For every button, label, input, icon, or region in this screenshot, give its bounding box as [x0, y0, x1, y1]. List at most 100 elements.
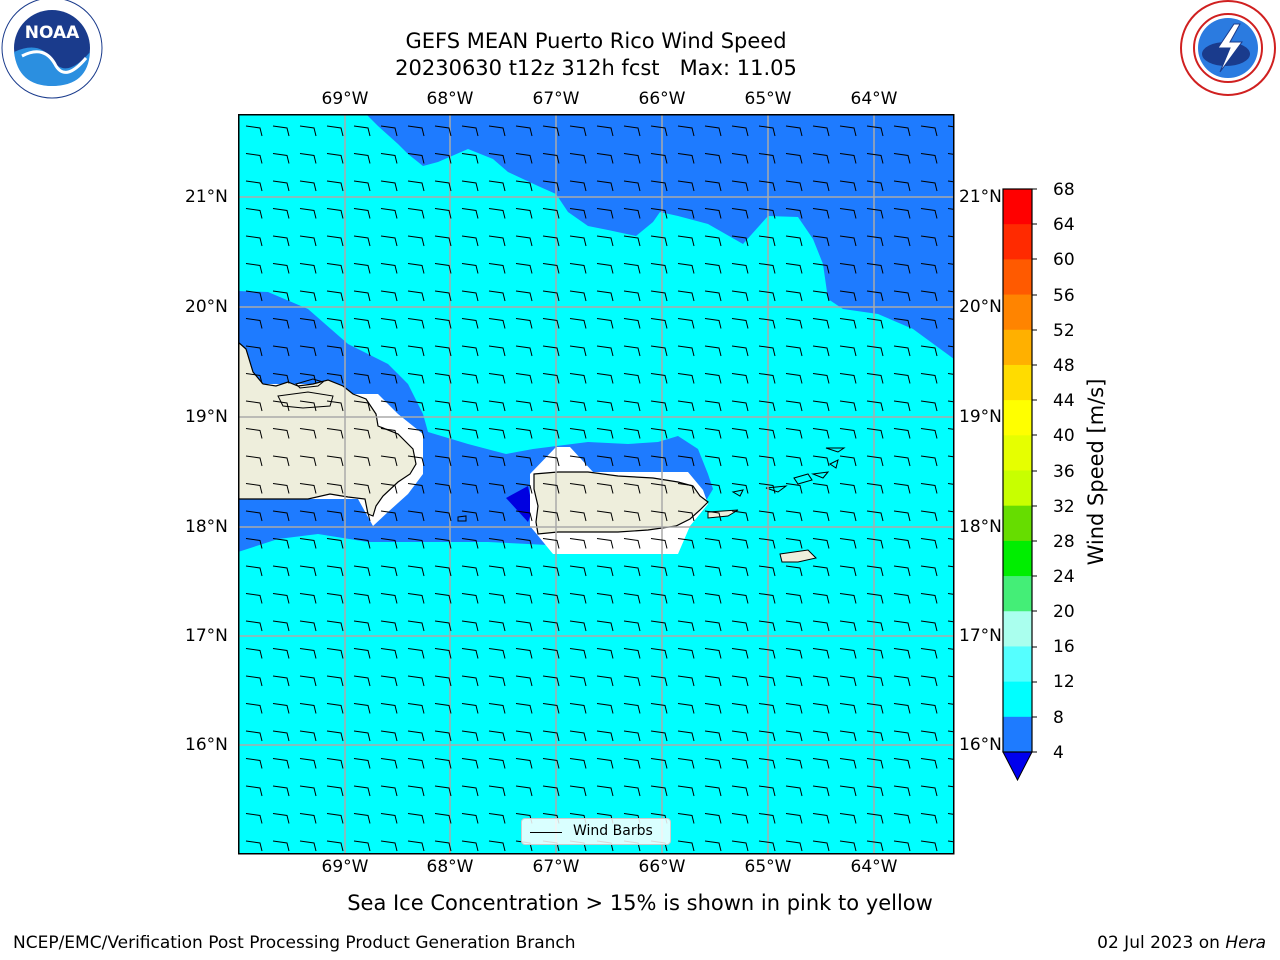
wind-barb [650, 180, 668, 192]
wind-barb [758, 400, 776, 412]
wind-barb [434, 758, 452, 769]
wind-barb [893, 455, 911, 467]
wind-barb [326, 400, 344, 412]
wind-barb [866, 620, 884, 632]
wind-barb [299, 813, 317, 824]
wind-barb [596, 730, 614, 742]
wind-barb [353, 208, 371, 219]
wind-barb [569, 153, 587, 164]
wind-barb [677, 235, 695, 247]
wind-barb [920, 840, 938, 852]
wind-barb [758, 840, 776, 852]
wind-barbs [245, 125, 954, 852]
wind-barb [569, 125, 587, 137]
wind-barb [839, 125, 857, 137]
wind-barb [488, 290, 506, 302]
colorbar-label: 32 [1053, 497, 1075, 517]
wind-barb [380, 648, 398, 659]
wind-barb [245, 180, 263, 192]
wind-barb [245, 620, 263, 632]
wind-barb [380, 675, 398, 687]
wind-barb [515, 455, 533, 467]
wind-barb [677, 290, 695, 302]
wind-barb [353, 153, 371, 164]
wind-barb [326, 373, 344, 384]
wind-barb [407, 263, 425, 274]
colorbar-title: Wind Speed [m/s] [1084, 378, 1108, 566]
wind-barb [704, 345, 722, 357]
wind-barb [380, 180, 398, 192]
wind-barb [812, 758, 830, 769]
wind-barb [515, 703, 533, 714]
wind-barb [515, 263, 533, 274]
wind-barb [245, 428, 263, 439]
wind-barb [569, 675, 587, 687]
wind-barb [947, 318, 954, 320]
wind-barb [353, 428, 371, 439]
wind-barb [785, 153, 803, 164]
wind-barb [623, 345, 641, 357]
wind-barb [650, 620, 668, 632]
wind-barb [272, 400, 290, 412]
wind-barb [299, 235, 317, 247]
wind-barb [677, 373, 695, 384]
wind-barb [812, 785, 830, 797]
colorbar-label: 68 [1053, 180, 1075, 200]
wind-barb [920, 455, 938, 467]
colorbar-label: 20 [1053, 602, 1075, 622]
lon-label: 67°W [532, 89, 580, 109]
wind-barb [866, 345, 884, 357]
wind-barb [272, 703, 290, 714]
wind-barb [353, 290, 371, 302]
wind-barb [569, 703, 587, 714]
wind-barb [245, 483, 263, 494]
wind-barb [299, 153, 317, 164]
wind-barb [758, 290, 776, 302]
wind-barb [488, 730, 506, 742]
wind-barb [542, 235, 560, 247]
wind-barb [299, 538, 317, 549]
wind-barb [596, 510, 614, 522]
wind-barb [785, 593, 803, 604]
wind-barb [596, 620, 614, 632]
wind-barb [299, 840, 317, 852]
wind-barb [893, 318, 911, 329]
wind-barb [596, 290, 614, 302]
wind-barb [650, 455, 668, 467]
wind-barb [569, 620, 587, 632]
wind-barb [731, 400, 749, 412]
lat-label: 18°N [185, 517, 228, 537]
wind-barb [353, 180, 371, 192]
wind-barb [380, 758, 398, 769]
wind-barb [650, 538, 668, 549]
wind-barb [488, 785, 506, 797]
wind-barb [812, 373, 830, 384]
wind-barb [650, 483, 668, 494]
wind-barb [488, 565, 506, 577]
wind-barb [650, 345, 668, 357]
wind-barb [245, 125, 263, 137]
wind-barb [407, 840, 425, 852]
wind-barb [785, 785, 803, 797]
wind-barb [623, 730, 641, 742]
wind-barb [731, 840, 749, 852]
wind-barb [785, 648, 803, 659]
desecheo-island [457, 515, 467, 522]
wind-barb [326, 703, 344, 714]
wind-barb [461, 703, 479, 714]
wind-barb [299, 455, 317, 467]
wind-barb [407, 125, 425, 137]
wind-barb [893, 840, 911, 852]
wind-barb [542, 345, 560, 357]
wind-barb [704, 648, 722, 659]
wind-barb [542, 373, 560, 384]
wind-barb [488, 235, 506, 247]
wind-barb [407, 675, 425, 687]
wind-barb [515, 290, 533, 302]
wind-barb [272, 180, 290, 192]
wind-barb [515, 125, 533, 137]
wind-barb [596, 648, 614, 659]
wind-barb [515, 208, 533, 219]
wind-barb [515, 428, 533, 439]
wind-barb [326, 785, 344, 797]
